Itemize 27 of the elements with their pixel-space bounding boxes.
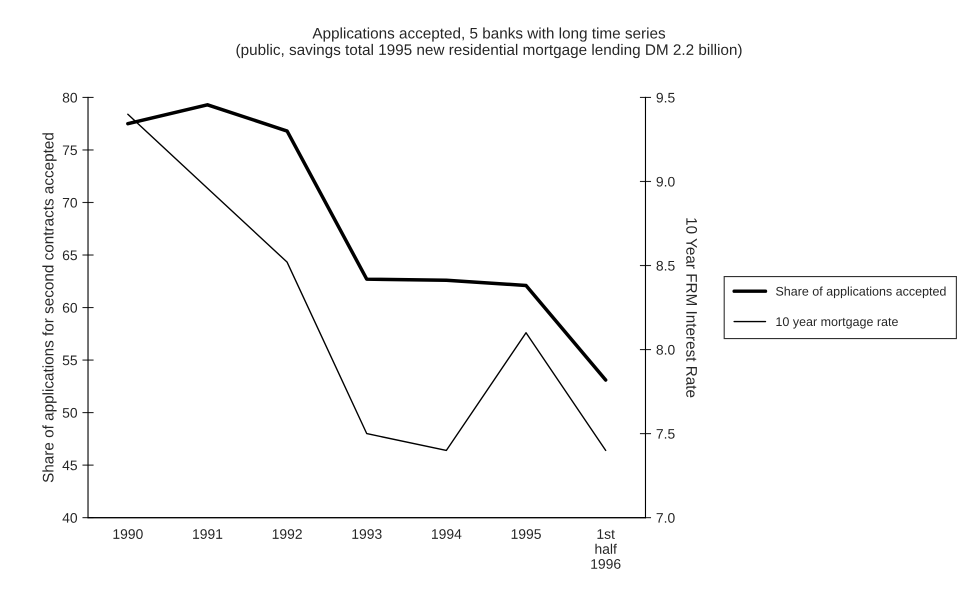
x-tick-label: 1990: [113, 529, 143, 539]
y2-tick-label: 9.0: [656, 176, 675, 187]
y-tick-label: 65: [62, 250, 78, 260]
y2-tick-label: 9.5: [656, 92, 675, 103]
y-tick-label: 70: [62, 198, 78, 208]
y-axis-title: Share of applications for second contracts accepted: [42, 133, 57, 482]
x-tick-label: 1st half 1996: [591, 529, 620, 569]
y-tick-label: 75: [62, 145, 78, 156]
y2-tick-label: 7.5: [656, 429, 675, 439]
legend-label: 10 year mortgage rate: [776, 317, 898, 329]
y-tick-label: 55: [62, 356, 78, 366]
y2-axis-title: 10 Year FRM Interest Rate: [686, 218, 698, 398]
x-tick-label: 1994: [432, 529, 462, 539]
x-tick-label: 1991: [193, 529, 222, 539]
x-tick-label: 1993: [352, 529, 382, 539]
y-tick-label: 40: [62, 512, 78, 523]
x-tick-label: 1992: [272, 529, 302, 539]
y-tick-label: 60: [62, 302, 78, 313]
y-tick-label: 50: [62, 408, 78, 418]
y-tick-label: 45: [62, 460, 78, 470]
legend-label: Share of applications accepted: [776, 286, 946, 298]
y-tick-label: 80: [62, 92, 78, 103]
y2-tick-label: 8.5: [656, 260, 675, 271]
chart-title: Applications accepted, 5 banks with long time series (public, savings total 1995 new residential mortgage lending DM 2.2 billion): [236, 27, 742, 58]
y2-tick-label: 7.0: [656, 512, 675, 523]
y2-tick-label: 8.0: [656, 344, 675, 355]
x-tick-label: 1995: [512, 529, 541, 539]
